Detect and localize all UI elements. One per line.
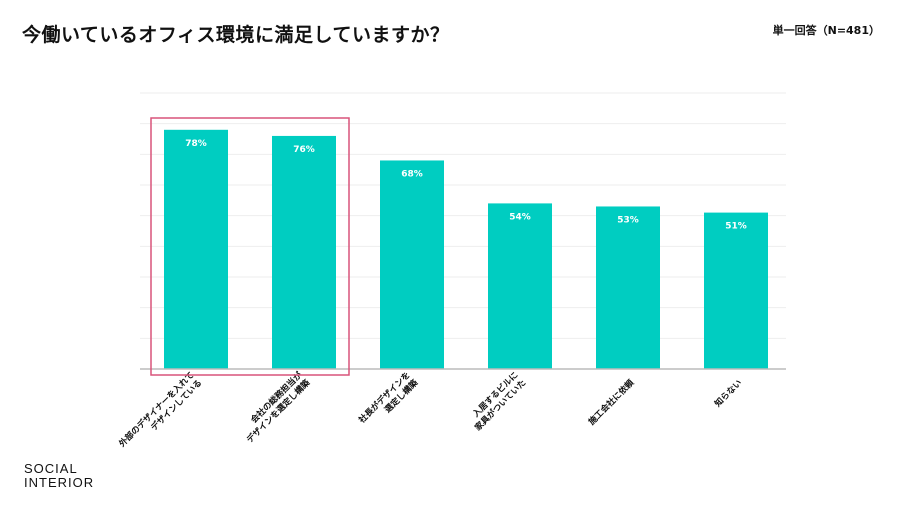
data-label: 78% [185,139,207,149]
data-label: 51% [725,222,747,232]
category-label-line: 知らない [712,377,744,409]
data-label: 53% [617,215,639,225]
bar [380,160,444,369]
data-label: 68% [401,169,423,179]
data-label: 76% [293,145,315,155]
bar [704,212,768,369]
category-label-line: デザインを選定し構築 [244,377,312,445]
brand-logo-line1: SOCIAL [24,461,78,476]
category-label: 知らない [712,377,744,409]
chart-title: 今働いているオフィス環境に満足していますか？ [22,24,450,46]
bar [596,206,660,369]
brand-logo: SOCIAL INTERIOR [24,462,94,490]
bar [164,129,228,369]
highlight-box [150,117,350,376]
response-note: 単一回答（N=481） [772,24,880,37]
bar [272,135,336,369]
category-label: 施工会社に依頼 [586,377,636,427]
brand-logo-line2: INTERIOR [24,475,95,490]
category-label-line: 外部のデザイナーを入れて [116,370,196,450]
data-label: 54% [509,212,531,222]
bar [488,203,552,369]
category-label-line: 施工会社に依頼 [586,377,636,427]
